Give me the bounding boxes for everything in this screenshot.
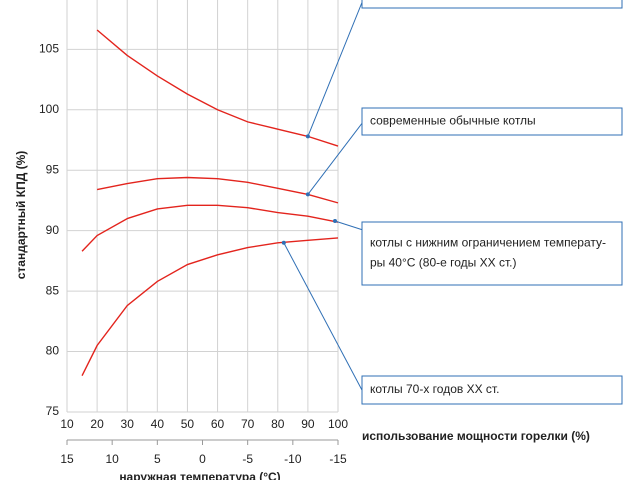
x-tick-label: 80 bbox=[271, 417, 285, 431]
y-tick-label: 85 bbox=[46, 283, 60, 297]
x2-tick-label: -15 bbox=[329, 452, 347, 466]
line bbox=[81, 204, 339, 252]
annotation-box bbox=[361, 0, 623, 9]
annotation-point bbox=[281, 240, 286, 245]
leader-line bbox=[283, 242, 364, 393]
x2-tick-label: 0 bbox=[199, 452, 206, 466]
x-tick-label: 40 bbox=[151, 417, 165, 431]
x-axis-title: использование мощности горелки (%) bbox=[362, 429, 590, 443]
y-tick-label: 80 bbox=[46, 344, 60, 358]
x2-axis-title: наружная температура (°C) bbox=[119, 470, 280, 480]
x-tick-label: 90 bbox=[301, 417, 315, 431]
annotation-text: современные обычные котлы bbox=[370, 114, 536, 128]
y-axis-title: стандартный КПД (%) bbox=[14, 151, 28, 280]
line bbox=[81, 237, 339, 377]
annotation-text: котлы 70-х годов XX ст. bbox=[370, 382, 499, 396]
annotation-text: котлы с нижним ограничением температу- bbox=[370, 236, 606, 250]
leader-line bbox=[307, 121, 364, 195]
x-tick-label: 20 bbox=[90, 417, 104, 431]
line bbox=[96, 176, 339, 204]
y-tick-label: 75 bbox=[46, 404, 60, 418]
annotation-point bbox=[305, 192, 310, 197]
x-tick-label: 70 bbox=[241, 417, 255, 431]
x2-tick-label: 5 bbox=[154, 452, 161, 466]
y-tick-label: 95 bbox=[46, 162, 60, 176]
annotation-box bbox=[361, 375, 623, 405]
x-tick-label: 60 bbox=[211, 417, 225, 431]
x2-tick-label: 10 bbox=[105, 452, 119, 466]
y-tick-label: 100 bbox=[39, 102, 59, 116]
y-tick-label: 90 bbox=[46, 223, 60, 237]
annotation-point bbox=[332, 219, 337, 224]
annotation-point bbox=[305, 134, 310, 139]
x-tick-label: 10 bbox=[60, 417, 74, 431]
line bbox=[96, 29, 339, 147]
x-tick-label: 50 bbox=[181, 417, 195, 431]
x2-tick-label: 15 bbox=[60, 452, 74, 466]
x-tick-label: 100 bbox=[328, 417, 348, 431]
leader-line bbox=[334, 220, 364, 231]
y-tick-label: 105 bbox=[39, 42, 59, 56]
annotation-box bbox=[361, 221, 623, 286]
x-tick-label: 30 bbox=[121, 417, 135, 431]
leader-line bbox=[307, 0, 364, 137]
annotation-box bbox=[361, 107, 623, 136]
x2-tick-label: -10 bbox=[284, 452, 302, 466]
annotation-text: ры 40°C (80-е годы XX ст.) bbox=[370, 256, 516, 270]
x2-tick-label: -5 bbox=[242, 452, 253, 466]
